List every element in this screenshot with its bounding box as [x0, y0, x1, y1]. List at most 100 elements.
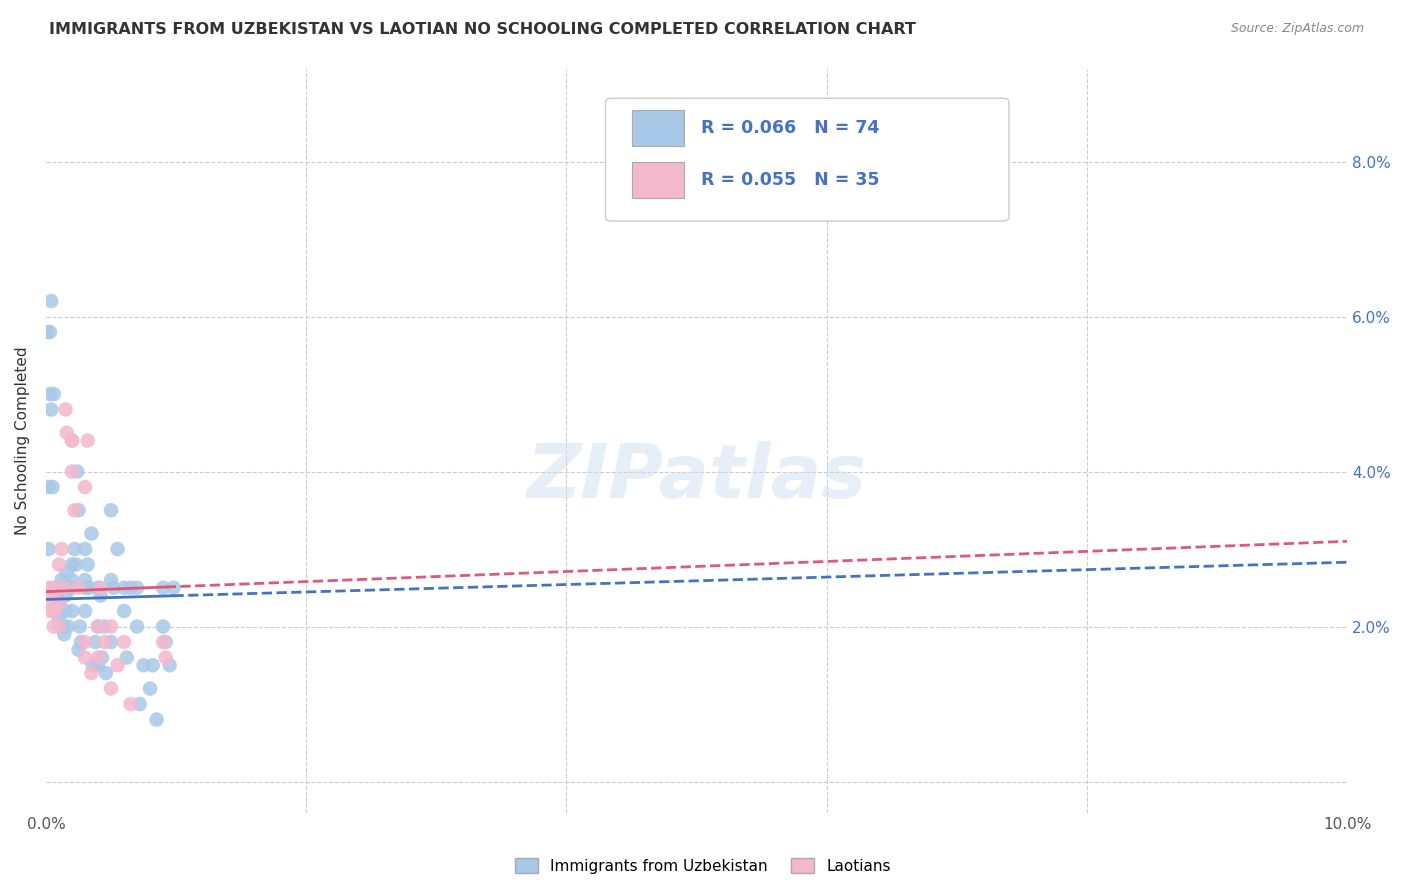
Point — [155, 635, 177, 649]
Point — [48, 596, 70, 610]
Point — [107, 658, 129, 673]
Point — [69, 619, 91, 633]
Point — [48, 612, 70, 626]
Point — [42, 387, 65, 401]
Text: Source: ZipAtlas.com: Source: ZipAtlas.com — [1230, 22, 1364, 36]
Point — [73, 635, 96, 649]
Point — [66, 465, 89, 479]
Point — [60, 558, 83, 572]
Point — [100, 503, 122, 517]
Point — [46, 604, 69, 618]
Point — [38, 325, 60, 339]
Point — [56, 425, 79, 440]
Point — [48, 596, 70, 610]
Y-axis label: No Schooling Completed: No Schooling Completed — [15, 346, 30, 535]
Point — [142, 658, 165, 673]
Text: ZIPatlas: ZIPatlas — [527, 442, 866, 514]
Point — [53, 581, 76, 595]
Point — [120, 581, 142, 595]
Point — [107, 542, 129, 557]
Point — [56, 566, 79, 580]
Point — [125, 619, 148, 633]
Point — [73, 581, 96, 595]
Point — [70, 635, 93, 649]
Point — [87, 650, 110, 665]
Point — [84, 635, 107, 649]
Point — [48, 581, 70, 595]
Point — [38, 480, 60, 494]
Point — [82, 658, 104, 673]
Text: R = 0.066   N = 74: R = 0.066 N = 74 — [700, 119, 879, 137]
Point — [67, 642, 90, 657]
Point — [73, 542, 96, 557]
Point — [115, 650, 138, 665]
Point — [87, 658, 110, 673]
Point — [100, 635, 122, 649]
Point — [39, 402, 62, 417]
Point — [60, 581, 83, 595]
Point — [87, 581, 110, 595]
Point — [60, 434, 83, 448]
Point — [73, 480, 96, 494]
Point — [55, 589, 77, 603]
Point — [155, 650, 177, 665]
Point — [39, 596, 62, 610]
Point — [152, 619, 174, 633]
Point — [87, 619, 110, 633]
Point — [45, 581, 67, 595]
Point — [90, 581, 112, 595]
Point — [45, 589, 67, 603]
Point — [56, 619, 79, 633]
Point — [39, 293, 62, 308]
Point — [38, 604, 60, 618]
Point — [44, 589, 66, 603]
Point — [41, 480, 63, 494]
Point — [77, 581, 100, 595]
Point — [100, 573, 122, 587]
Point — [51, 542, 73, 557]
Point — [152, 635, 174, 649]
Point — [55, 604, 77, 618]
Point — [60, 604, 83, 618]
Point — [58, 581, 80, 595]
Point — [42, 619, 65, 633]
Point — [128, 697, 150, 711]
Point — [60, 465, 83, 479]
Point — [112, 635, 135, 649]
Point — [63, 542, 86, 557]
Point — [100, 619, 122, 633]
Point — [73, 604, 96, 618]
Point — [41, 589, 63, 603]
Point — [44, 604, 66, 618]
Point — [112, 604, 135, 618]
Point — [76, 434, 98, 448]
Point — [139, 681, 162, 696]
Text: IMMIGRANTS FROM UZBEKISTAN VS LAOTIAN NO SCHOOLING COMPLETED CORRELATION CHART: IMMIGRANTS FROM UZBEKISTAN VS LAOTIAN NO… — [49, 22, 917, 37]
Point — [48, 558, 70, 572]
Point — [67, 581, 90, 595]
Legend: Immigrants from Uzbekistan, Laotians: Immigrants from Uzbekistan, Laotians — [509, 852, 897, 880]
Point — [48, 604, 70, 618]
FancyBboxPatch shape — [631, 111, 683, 146]
Point — [93, 619, 115, 633]
Point — [90, 650, 112, 665]
Point — [63, 503, 86, 517]
Point — [162, 581, 184, 595]
Point — [48, 596, 70, 610]
Point — [159, 658, 181, 673]
Point — [42, 581, 65, 595]
Point — [76, 558, 98, 572]
Point — [152, 581, 174, 595]
FancyBboxPatch shape — [606, 98, 1010, 221]
Point — [48, 619, 70, 633]
Point — [67, 503, 90, 517]
Point — [52, 619, 75, 633]
Point — [60, 573, 83, 587]
FancyBboxPatch shape — [631, 162, 683, 198]
Point — [100, 681, 122, 696]
Point — [60, 434, 83, 448]
Point — [132, 658, 155, 673]
Point — [103, 581, 125, 595]
Point — [38, 581, 60, 595]
Point — [125, 581, 148, 595]
